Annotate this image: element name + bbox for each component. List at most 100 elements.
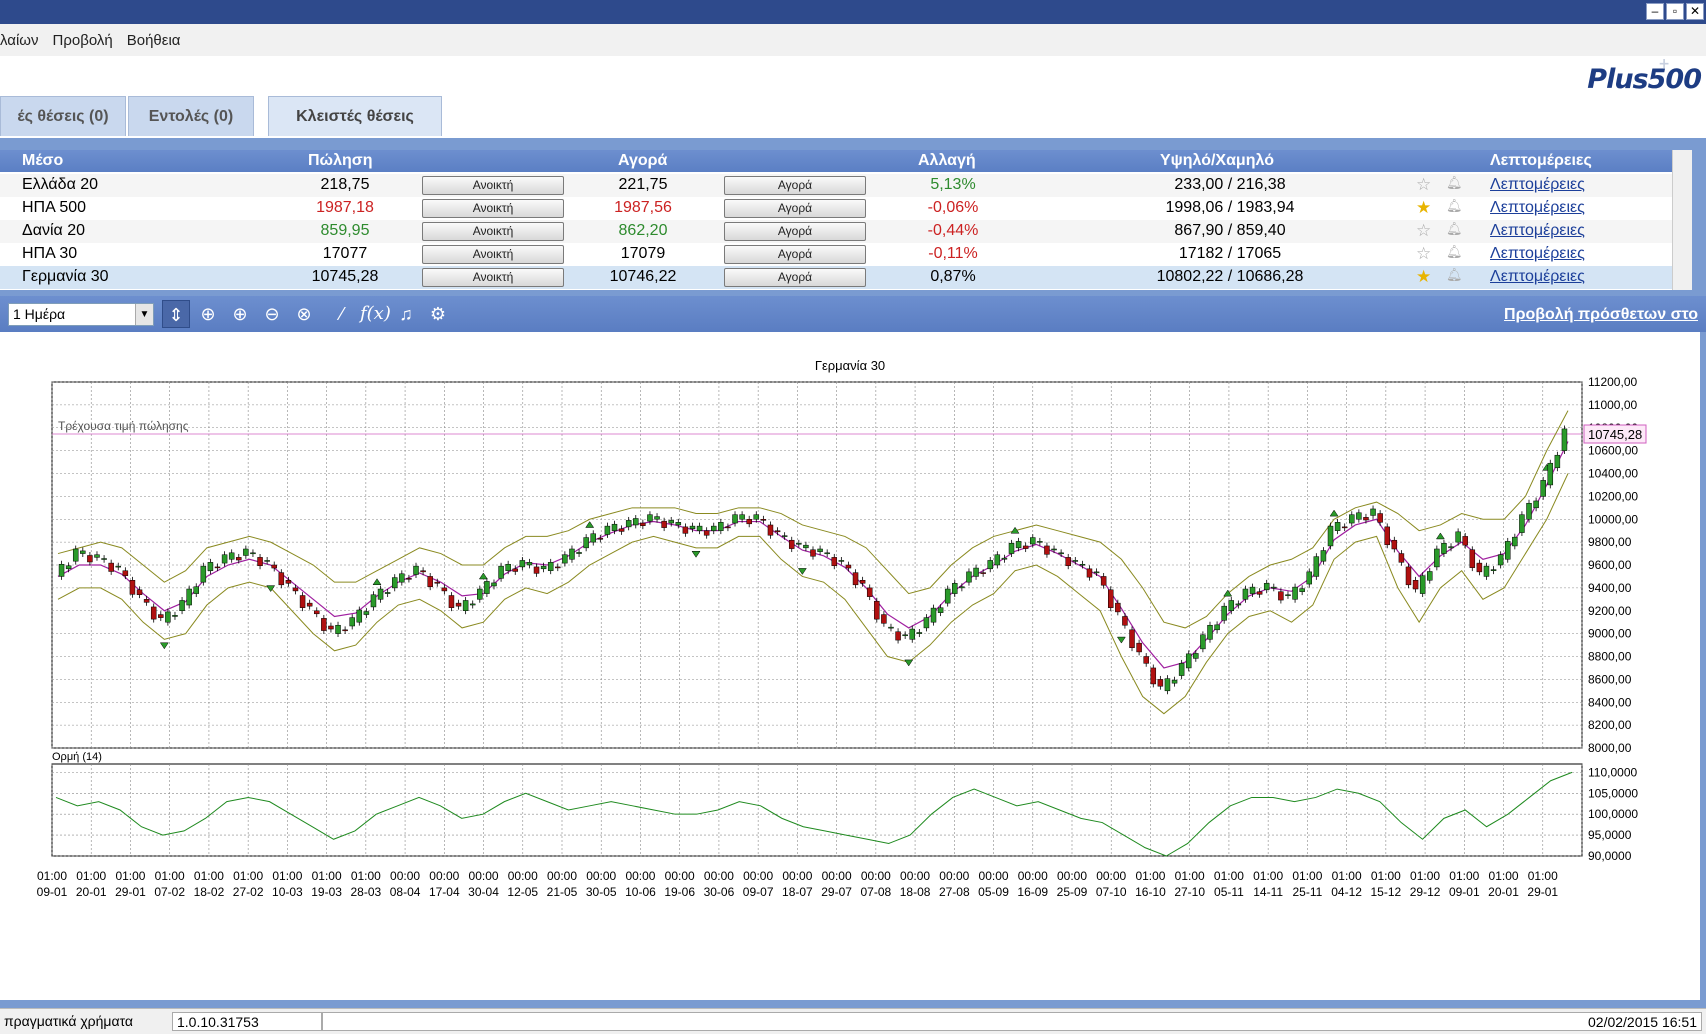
x-tick-time: 01:00 bbox=[1292, 869, 1322, 883]
candle-body bbox=[200, 565, 207, 583]
signal-arrow bbox=[797, 568, 807, 575]
candle-body bbox=[1242, 588, 1249, 600]
y-tick-label: 10600,00 bbox=[1588, 444, 1638, 458]
table-row[interactable]: Ελλάδα 20 218,75 Ανοικτή 221,75 Αγορά 5,13% 23… bbox=[0, 174, 1672, 197]
table-scrollbar[interactable] bbox=[1672, 150, 1692, 290]
header-change[interactable]: Αλλαγή bbox=[918, 152, 976, 169]
header-high-low[interactable]: Υψηλό/Χαμηλό bbox=[1160, 152, 1274, 169]
tab-orders[interactable]: Εντολές (0) bbox=[128, 96, 254, 136]
candle-body bbox=[377, 588, 384, 600]
x-tick-time: 01:00 bbox=[37, 869, 67, 883]
candle-body bbox=[186, 588, 192, 606]
favorite-star-icon[interactable]: ★ bbox=[1416, 267, 1432, 286]
menu-item-view[interactable]: Προβολή bbox=[52, 31, 113, 49]
candle-body bbox=[143, 599, 150, 603]
close-button[interactable]: ✕ bbox=[1686, 3, 1704, 20]
buy-button[interactable]: Αγορά bbox=[724, 222, 866, 241]
details-link[interactable]: Λεπτομέρειες bbox=[1490, 222, 1585, 239]
candle-body bbox=[930, 607, 937, 623]
header-sell[interactable]: Πώληση bbox=[308, 152, 373, 169]
buy-button[interactable]: Αγορά bbox=[724, 199, 866, 218]
favorite-star-icon[interactable]: ★ bbox=[1416, 198, 1432, 217]
table-row[interactable]: Γερμανία 30 10745,28 Ανοικτή 10746,22 Αγορά 0… bbox=[0, 266, 1672, 289]
candle-body bbox=[1214, 624, 1220, 631]
buy-button[interactable]: Αγορά bbox=[724, 245, 866, 264]
candle-body bbox=[583, 537, 589, 549]
sell-button[interactable]: Ανοικτή bbox=[422, 222, 564, 241]
zoom-in-icon[interactable]: ⊕ bbox=[232, 304, 248, 324]
candle-body bbox=[675, 522, 682, 526]
cursor-icon[interactable]: ⇕ bbox=[162, 300, 190, 328]
candle-body bbox=[1398, 553, 1405, 563]
header-details[interactable]: Λεπτομέρειες bbox=[1490, 152, 1592, 169]
alert-bell-icon[interactable]: 🔔︎ bbox=[1446, 244, 1463, 259]
candle-body bbox=[1412, 580, 1419, 590]
restore-button[interactable]: ▫ bbox=[1666, 3, 1684, 20]
x-tick-time: 01:00 bbox=[1489, 869, 1519, 883]
candle-body bbox=[1178, 663, 1185, 676]
gear-icon[interactable]: ⚙ bbox=[429, 304, 447, 324]
candle-body bbox=[193, 586, 199, 594]
period-select[interactable]: 1 Ημέρα ▼ bbox=[8, 303, 154, 326]
candle-body bbox=[370, 594, 377, 608]
zoom-out-icon[interactable]: ⊖ bbox=[264, 304, 280, 324]
header-instrument[interactable]: Μέσο bbox=[22, 152, 64, 169]
x-tick-date: 18-08 bbox=[900, 885, 931, 899]
current-price-line-label: Τρέχουσα τιμή πώλησης bbox=[58, 419, 189, 433]
table-row[interactable]: ΗΠΑ 500 1987,18 Ανοικτή 1987,56 Αγορά -0,06% 1… bbox=[0, 197, 1672, 220]
sell-button[interactable]: Ανοικτή bbox=[422, 199, 564, 218]
menu-item-account[interactable]: λαίων bbox=[0, 31, 39, 49]
alert-bell-icon[interactable]: ♫ bbox=[399, 304, 413, 324]
details-link[interactable]: Λεπτομέρειες bbox=[1490, 199, 1585, 216]
x-tick-date: 28-03 bbox=[350, 885, 381, 899]
menu-item-help[interactable]: Βοήθεια bbox=[126, 31, 181, 49]
candle-body bbox=[1405, 566, 1412, 586]
x-tick-time: 00:00 bbox=[508, 869, 538, 883]
signal-arrow bbox=[478, 572, 488, 580]
crosshair-icon[interactable]: ⊕ bbox=[200, 304, 216, 324]
details-link[interactable]: Λεπτομέρειες bbox=[1490, 245, 1585, 262]
view-more-link[interactable]: Προβολή πρόσθετων στο bbox=[1504, 306, 1698, 323]
tab-closed-positions[interactable]: Κλειστές θέσεις bbox=[268, 96, 442, 136]
table-row[interactable]: Δανία 20 859,95 Ανοικτή 862,20 Αγορά -0,44% 86… bbox=[0, 220, 1672, 243]
candle-body bbox=[1278, 591, 1284, 601]
sell-button[interactable]: Ανοικτή bbox=[422, 245, 564, 264]
candle-body bbox=[498, 565, 504, 579]
price-chart[interactable]: Γερμανία 3011200,0011000,0010800,0010600… bbox=[0, 332, 1700, 1000]
candle-body bbox=[874, 600, 880, 620]
sell-button[interactable]: Ανοικτή bbox=[422, 176, 564, 195]
instrument-name: ΗΠΑ 30 bbox=[22, 245, 78, 262]
favorite-star-icon[interactable]: ☆ bbox=[1416, 175, 1432, 194]
line-tool-icon[interactable]: ⁄ bbox=[340, 304, 344, 324]
x-tick-time: 01:00 bbox=[194, 869, 224, 883]
sell-button[interactable]: Ανοικτή bbox=[422, 268, 564, 287]
chart-area[interactable]: Γερμανία 3011200,0011000,0010800,0010600… bbox=[0, 332, 1700, 1000]
alert-bell-icon[interactable]: 🔔︎ bbox=[1446, 267, 1463, 282]
alert-bell-icon[interactable]: 🔔︎ bbox=[1446, 198, 1463, 213]
candle-body bbox=[739, 514, 745, 520]
details-link[interactable]: Λεπτομέρειες bbox=[1490, 268, 1585, 285]
candle-body bbox=[158, 614, 164, 618]
zoom-reset-icon[interactable]: ⊗ bbox=[296, 304, 312, 324]
favorite-star-icon[interactable]: ☆ bbox=[1416, 221, 1432, 240]
alert-bell-icon[interactable]: 🔔︎ bbox=[1446, 175, 1463, 190]
tab-open-positions[interactable]: ές θέσεις (0) bbox=[0, 96, 126, 136]
candle-body bbox=[512, 568, 519, 572]
signal-arrow bbox=[691, 551, 701, 558]
candle-body bbox=[1419, 575, 1426, 594]
candle-body bbox=[72, 548, 79, 562]
minimize-button[interactable]: – bbox=[1646, 3, 1664, 20]
candle-body bbox=[87, 555, 93, 563]
candle-body bbox=[866, 587, 873, 597]
candle-body bbox=[1100, 576, 1107, 586]
details-link[interactable]: Λεπτομέρειες bbox=[1490, 176, 1585, 193]
header-buy[interactable]: Αγορά bbox=[618, 152, 668, 169]
favorite-star-icon[interactable]: ☆ bbox=[1416, 244, 1432, 263]
candle-body bbox=[328, 625, 334, 630]
buy-button[interactable]: Αγορά bbox=[724, 268, 866, 287]
buy-button[interactable]: Αγορά bbox=[724, 176, 866, 195]
table-row[interactable]: ΗΠΑ 30 17077 Ανοικτή 17079 Αγορά -0,11% 17182 … bbox=[0, 243, 1672, 266]
function-icon[interactable]: f(x) bbox=[360, 303, 391, 324]
alert-bell-icon[interactable]: 🔔︎ bbox=[1446, 221, 1463, 236]
candle-body bbox=[1462, 536, 1468, 546]
